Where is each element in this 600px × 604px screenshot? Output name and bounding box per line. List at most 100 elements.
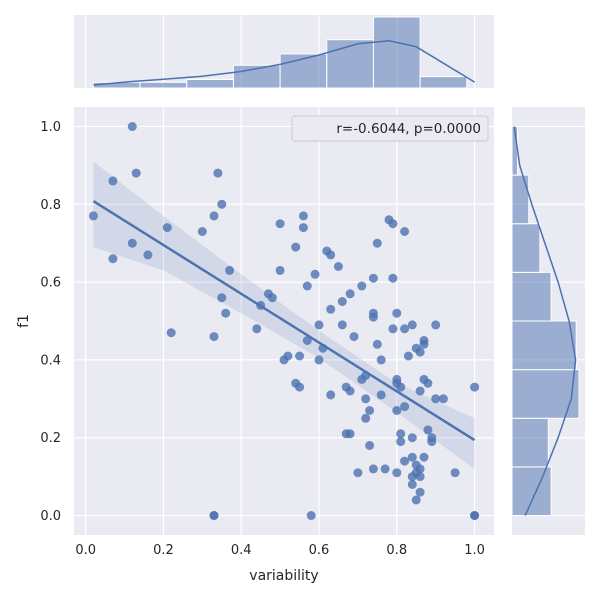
data-point	[470, 382, 480, 392]
data-point	[283, 351, 293, 361]
top-histogram-bar	[419, 76, 468, 89]
top-marginal-grid	[85, 15, 476, 88]
regression-line	[92, 200, 476, 442]
y-tick-label: 1.0	[40, 120, 61, 135]
top-histogram-bar	[186, 78, 234, 89]
data-point	[427, 433, 437, 443]
data-point	[396, 437, 406, 447]
data-point	[302, 336, 312, 345]
data-point	[221, 308, 231, 318]
right-marginal-kde-line	[513, 126, 577, 516]
data-point	[217, 199, 227, 209]
data-point	[314, 355, 324, 365]
data-point	[361, 413, 371, 423]
x-tick-label: 0.2	[153, 543, 174, 558]
data-point	[368, 312, 378, 322]
top-marginal-kde-line	[93, 40, 475, 86]
y-tick-label: 0.6	[40, 276, 61, 291]
right-histogram-bar	[511, 174, 530, 225]
y-axis-ticks: 0.0 0.2 0.4 0.6 0.8 1.0	[40, 120, 61, 524]
data-point	[349, 332, 359, 342]
x-tick-label: 0.0	[75, 543, 96, 558]
data-point	[127, 238, 137, 248]
data-point	[361, 394, 371, 404]
legend-text: r=-0.6044, p=0.0000	[336, 121, 481, 137]
data-point	[337, 320, 347, 330]
data-point	[345, 386, 355, 396]
data-point	[423, 425, 433, 435]
top-histogram-bar	[372, 16, 421, 89]
data-point	[400, 402, 410, 412]
data-point	[415, 464, 425, 474]
data-point	[380, 464, 390, 474]
data-point	[143, 250, 153, 260]
data-point	[314, 320, 324, 330]
data-point	[108, 254, 118, 264]
data-point	[365, 406, 375, 415]
data-point	[275, 219, 285, 229]
data-point	[392, 468, 402, 478]
data-point	[127, 122, 137, 131]
x-tick-label: 0.6	[309, 543, 330, 558]
data-point	[372, 238, 382, 248]
y-axis-label: f1	[16, 314, 32, 328]
data-point	[162, 223, 172, 233]
data-point	[365, 441, 375, 450]
data-point	[310, 269, 320, 279]
data-point	[415, 487, 425, 497]
data-point	[419, 336, 429, 345]
data-point	[423, 378, 433, 388]
data-point	[209, 511, 219, 520]
data-point	[400, 456, 410, 466]
right-histogram-bar	[511, 320, 577, 371]
x-tick-label: 1.0	[464, 543, 485, 558]
data-point	[407, 433, 417, 443]
legend: r=-0.6044, p=0.0000	[291, 115, 489, 142]
data-point	[267, 293, 277, 303]
data-point	[396, 429, 406, 439]
data-point	[431, 394, 441, 404]
data-point	[376, 390, 386, 400]
right-marginal-histogram	[511, 125, 580, 517]
x-tick-label: 0.4	[231, 543, 252, 558]
data-point	[353, 468, 363, 478]
data-point	[376, 355, 386, 365]
data-point	[333, 262, 343, 271]
data-point	[403, 351, 413, 361]
top-marginal-histogram	[92, 16, 468, 89]
data-point	[252, 324, 262, 334]
data-point	[275, 265, 285, 275]
data-point	[388, 219, 398, 229]
data-point	[291, 242, 301, 252]
data-point	[470, 511, 480, 520]
data-point	[298, 211, 308, 221]
data-point	[209, 332, 219, 342]
data-point	[166, 328, 176, 338]
data-point	[400, 227, 410, 236]
data-point	[368, 464, 378, 474]
data-point	[400, 324, 410, 334]
data-point	[357, 281, 367, 291]
data-point	[345, 429, 355, 439]
data-point	[213, 168, 223, 178]
data-point	[197, 227, 207, 236]
y-tick-label: 0.8	[40, 198, 61, 213]
data-point	[392, 308, 402, 318]
data-point	[209, 211, 219, 221]
data-point	[337, 297, 347, 306]
data-point	[345, 289, 355, 299]
data-point	[388, 324, 398, 334]
data-point	[415, 347, 425, 357]
right-histogram-bar	[511, 417, 549, 468]
y-tick-label: 0.0	[40, 509, 61, 524]
data-point	[415, 472, 425, 482]
right-histogram-bar	[511, 271, 552, 322]
data-point	[392, 406, 402, 415]
data-point	[431, 320, 441, 330]
data-point	[326, 390, 336, 400]
data-point	[295, 351, 305, 361]
data-point	[368, 273, 378, 283]
data-point	[411, 495, 421, 505]
